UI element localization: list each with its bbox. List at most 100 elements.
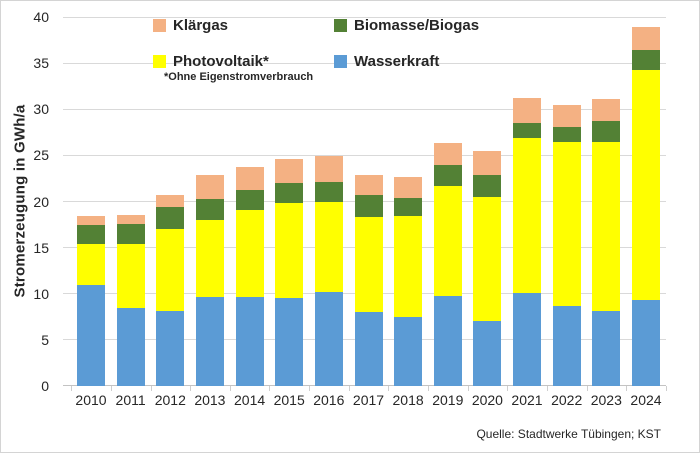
- x-tick-mark: [110, 386, 112, 391]
- x-tick-label-2017: 2017: [352, 392, 385, 408]
- y-tick-label-35: 35: [33, 55, 49, 72]
- y-tick-label-30: 30: [33, 101, 49, 118]
- x-tick-label-2021: 2021: [511, 392, 543, 408]
- y-tick-label-20: 20: [33, 193, 49, 210]
- bar-2022-wasserkraft: [552, 305, 581, 386]
- bar-2021-photovoltaik: [513, 137, 541, 293]
- bar-2017-klaergas: [354, 174, 383, 195]
- bar-2019-klaergas: [433, 142, 462, 165]
- x-tick-mark: [626, 386, 628, 391]
- bar-2023-biomasse-biogas: [592, 121, 621, 142]
- x-tick-mark: [507, 386, 509, 391]
- bar-2016-wasserkraft: [314, 291, 343, 386]
- gridline-y-40: [63, 16, 666, 18]
- plot-area: [63, 16, 666, 386]
- bar-2014-biomasse-biogas: [235, 190, 264, 210]
- legend-footnote: *Ohne Eigenstromverbrauch: [164, 71, 314, 83]
- bar-2024-photovoltaik: [632, 69, 660, 301]
- bar-2015-klaergas: [275, 159, 304, 184]
- bar-2020-biomasse-biogas: [473, 174, 502, 197]
- bar-2010-biomasse-biogas: [77, 224, 105, 244]
- bar-2020-wasserkraft: [473, 321, 502, 386]
- bar-2015-photovoltaik: [275, 203, 304, 299]
- bar-2011-biomasse-biogas: [116, 223, 145, 244]
- bar-2016-klaergas: [314, 156, 343, 183]
- bar-2015-wasserkraft: [275, 298, 304, 386]
- x-tick-label-2024: 2024: [630, 392, 662, 408]
- legend-item-biomasse-biogas: Biomasse/Biogas: [334, 17, 479, 34]
- bar-2014-wasserkraft: [235, 297, 264, 386]
- x-tick-label-2015: 2015: [273, 392, 305, 408]
- bar-2024-wasserkraft: [632, 300, 660, 386]
- bar-2021-wasserkraft: [513, 292, 541, 386]
- bar-2017-wasserkraft: [354, 312, 383, 386]
- bar-2018-biomasse-biogas: [394, 197, 423, 217]
- bar-2010-photovoltaik: [77, 243, 105, 285]
- bar-2021-klaergas: [513, 98, 541, 124]
- x-tick-label-2012: 2012: [154, 392, 186, 408]
- legend-label-photovoltaik: Photovoltaik*: [173, 53, 269, 70]
- bar-2011-wasserkraft: [116, 307, 145, 386]
- legend-label-wasserkraft: Wasserkraft: [354, 53, 440, 70]
- bar-2014-photovoltaik: [235, 209, 264, 298]
- x-tick-label-2011: 2011: [115, 392, 146, 408]
- x-tick-label-2013: 2013: [194, 392, 226, 408]
- x-tick-mark: [348, 386, 350, 391]
- bar-2018-klaergas: [394, 176, 423, 198]
- bar-2022-klaergas: [552, 104, 581, 127]
- bar-2023-wasserkraft: [592, 311, 621, 386]
- bar-2013-wasserkraft: [195, 296, 224, 386]
- x-tick-label-2010: 2010: [75, 392, 107, 408]
- bar-2017-biomasse-biogas: [354, 195, 383, 218]
- x-tick-label-2023: 2023: [590, 392, 622, 408]
- x-tick-mark: [546, 386, 548, 391]
- source-text: Quelle: Stadtwerke Tübingen; KST: [476, 427, 661, 441]
- bar-2014-klaergas: [235, 167, 264, 191]
- bar-2018-wasserkraft: [394, 316, 423, 386]
- bar-2020-klaergas: [473, 150, 502, 175]
- x-tick-mark: [150, 386, 152, 391]
- y-tick-label-15: 15: [33, 239, 49, 256]
- bar-2023-photovoltaik: [592, 141, 621, 312]
- bar-2021-biomasse-biogas: [513, 123, 541, 138]
- y-tick-label-0: 0: [41, 378, 49, 394]
- gridline-y-25: [63, 154, 666, 156]
- bar-2015-biomasse-biogas: [275, 183, 304, 204]
- legend-label-klaergas: Klärgas: [173, 17, 229, 34]
- bar-2010-klaergas: [77, 216, 105, 225]
- bar-2012-biomasse-biogas: [156, 207, 185, 230]
- y-tick-label-10: 10: [33, 285, 49, 302]
- x-tick-mark: [665, 386, 667, 391]
- x-tick-label-2018: 2018: [392, 392, 424, 408]
- bar-2019-wasserkraft: [433, 295, 462, 386]
- bar-2022-photovoltaik: [552, 141, 581, 306]
- legend-label-biomasse-biogas: Biomasse/Biogas: [354, 17, 480, 34]
- bar-2019-photovoltaik: [433, 185, 462, 296]
- bar-2012-photovoltaik: [156, 229, 185, 312]
- bar-2023-klaergas: [592, 99, 621, 122]
- x-tick-label-2014: 2014: [234, 392, 266, 408]
- x-tick-mark: [71, 386, 73, 391]
- x-tick-mark: [586, 386, 588, 391]
- bar-2016-biomasse-biogas: [314, 182, 343, 203]
- x-tick-mark: [309, 386, 310, 391]
- bar-2012-wasserkraft: [156, 311, 185, 386]
- legend-item-wasserkraft: Wasserkraft: [334, 53, 439, 70]
- x-tick-mark: [427, 386, 429, 391]
- legend-swatch-klaergas: [153, 19, 166, 32]
- x-tick-label-2016: 2016: [313, 392, 345, 408]
- x-tick-label-2019: 2019: [432, 392, 464, 408]
- x-tick-mark: [269, 386, 271, 391]
- legend-swatch-biomasse-biogas: [334, 19, 347, 32]
- x-tick-mark: [467, 386, 469, 391]
- legend-swatch-photovoltaik: [153, 55, 166, 68]
- bar-2016-photovoltaik: [314, 202, 343, 292]
- bar-2020-photovoltaik: [473, 196, 502, 322]
- bar-2024-biomasse-biogas: [632, 50, 660, 70]
- bar-2010-wasserkraft: [77, 284, 105, 386]
- bar-2017-photovoltaik: [354, 217, 383, 313]
- legend-item-klaergas: Klärgas: [153, 17, 228, 34]
- x-tick-mark: [388, 386, 390, 391]
- y-tick-label-5: 5: [41, 331, 49, 348]
